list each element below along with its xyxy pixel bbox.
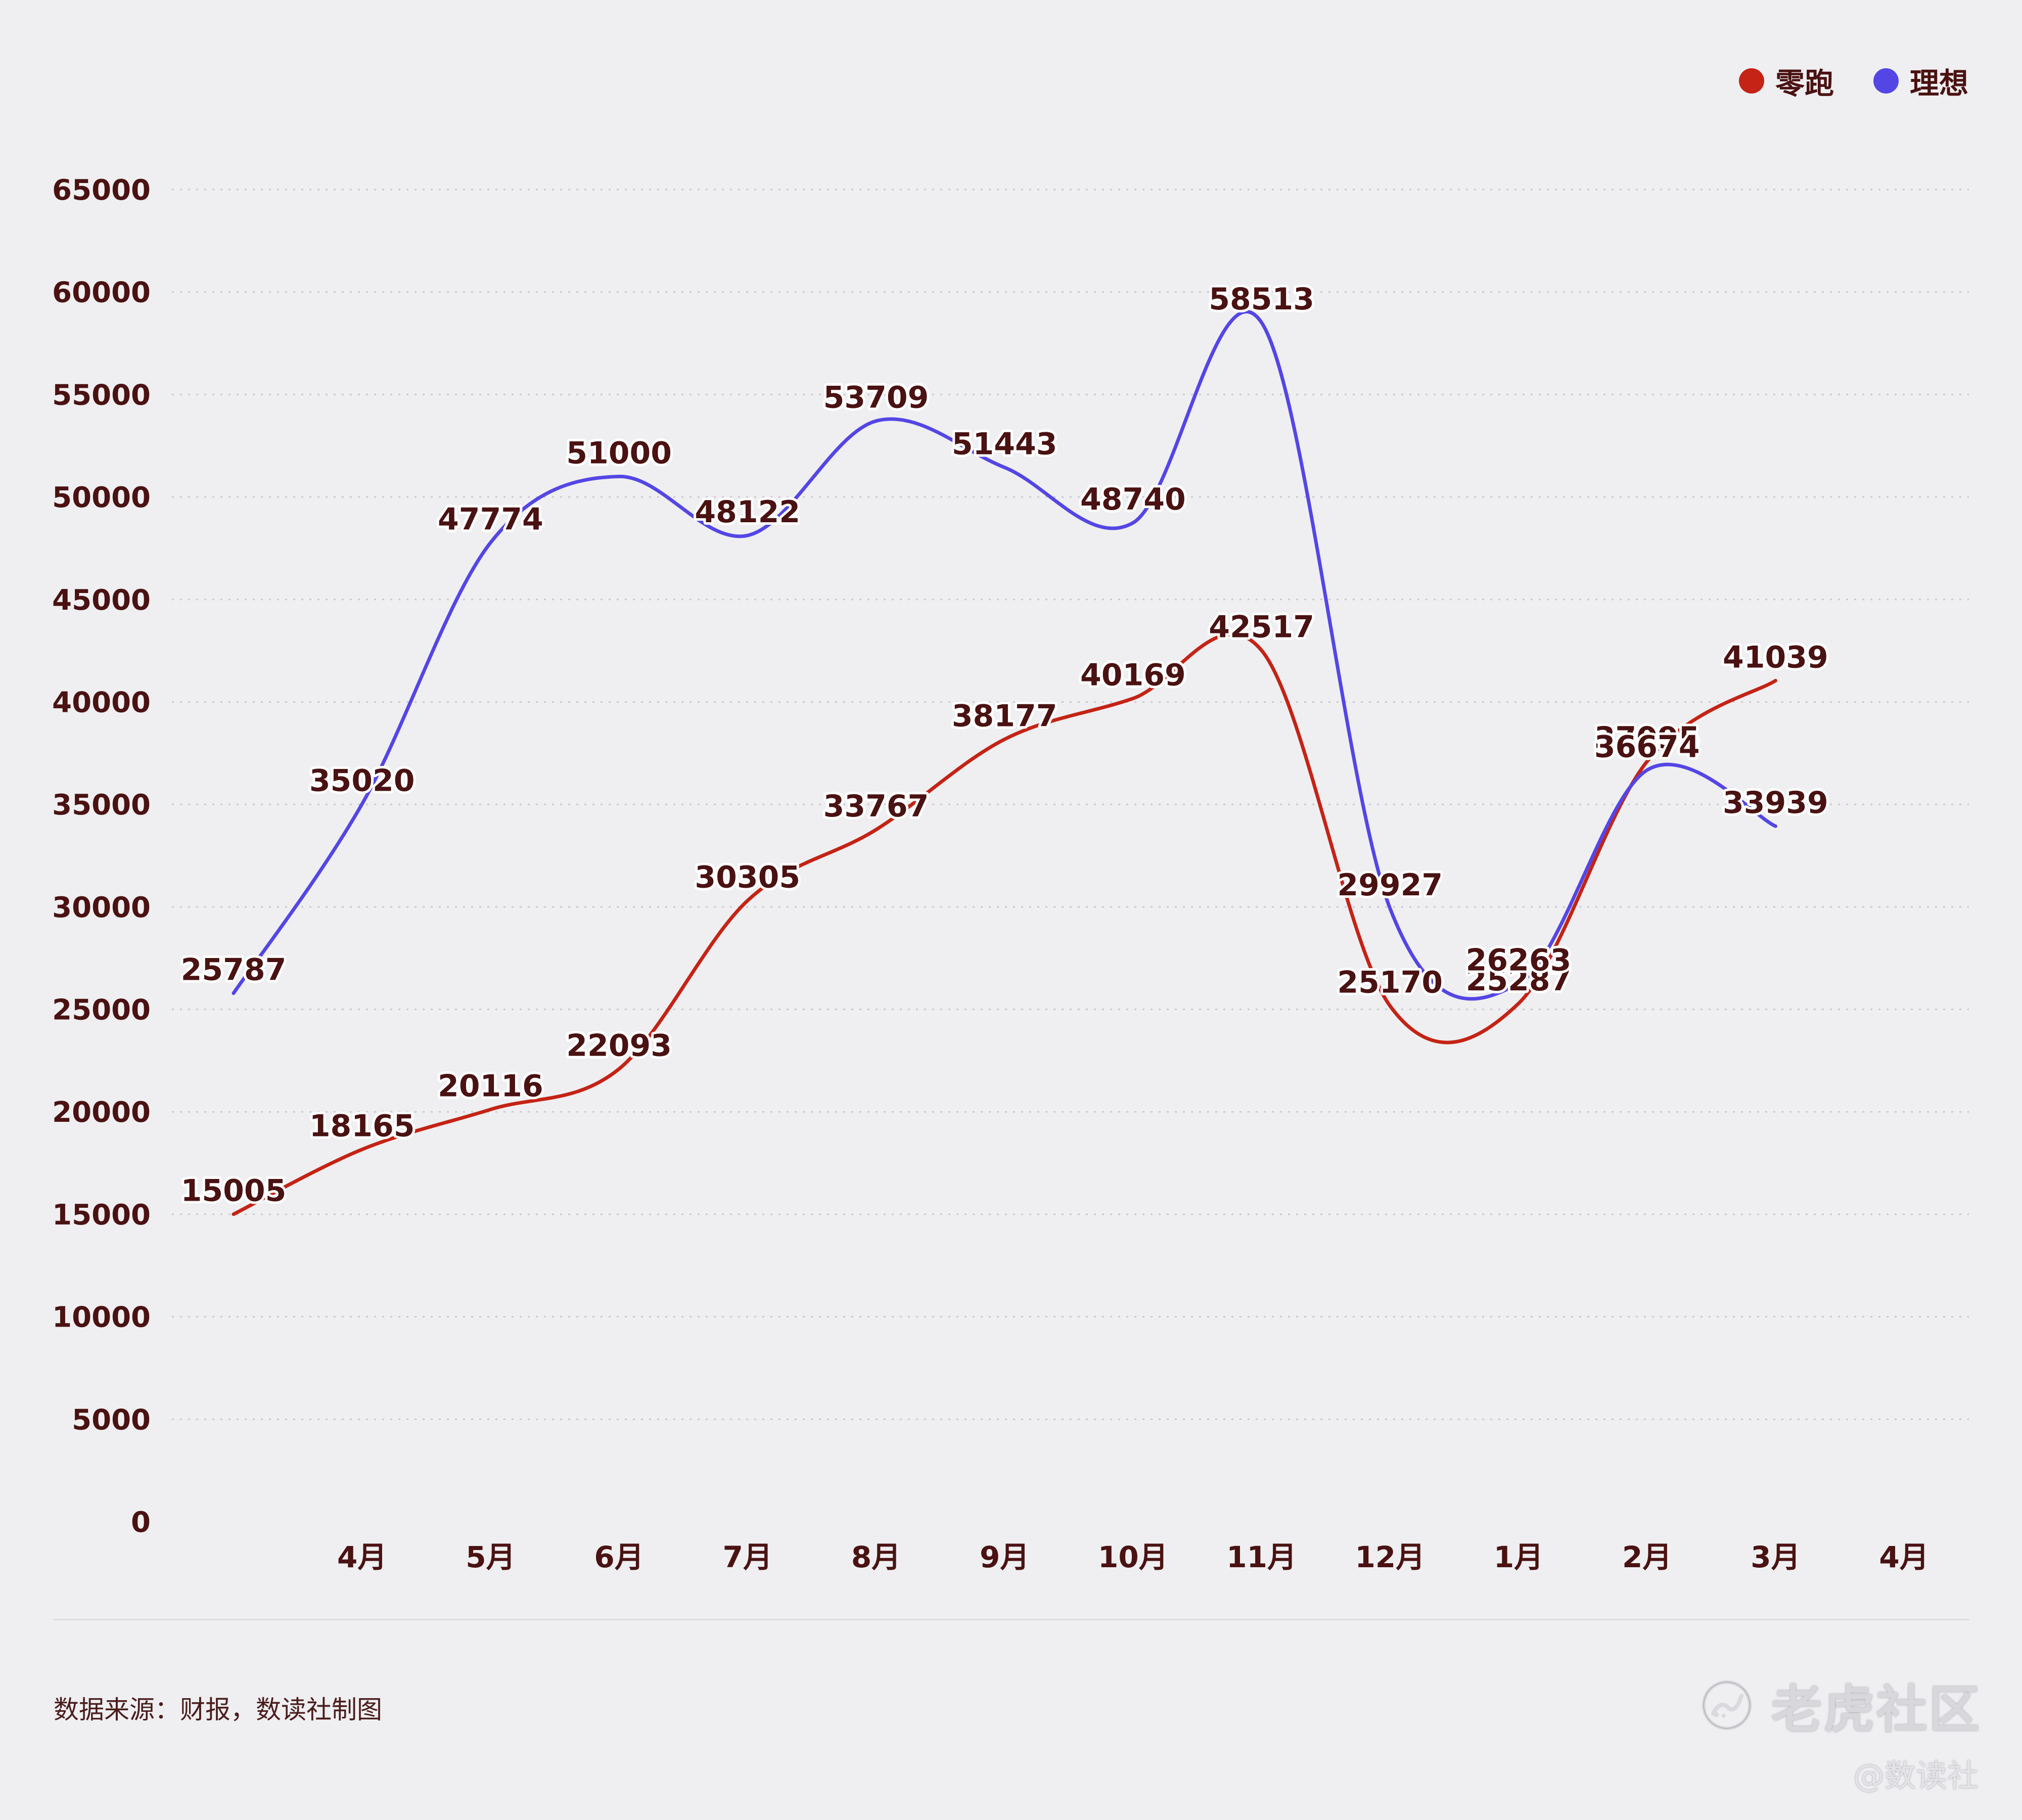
legend-label-lingpao: 零跑 [1775,66,1834,101]
x-tick-label: 11月 [1226,1540,1297,1574]
y-tick-label: 10000 [52,1301,151,1334]
y-tick-label: 45000 [52,584,151,617]
data-label: 20116 [438,1069,543,1104]
y-axis: 0 5000 10000 15000 20000 25000 30000 35000 40000… [52,174,151,1539]
data-label: 26263 [1466,942,1572,978]
y-tick-label: 55000 [52,379,151,412]
legend-item-lixiang[interactable]: 理想 [1873,60,1968,102]
x-tick-label: 7月 [723,1540,772,1574]
legend: 零跑 理想 [1738,60,1968,102]
legend-label-lixiang: 理想 [1909,66,1968,101]
data-label: 48122 [695,494,800,530]
data-label: 35020 [309,763,415,798]
tiger-community-logo-icon [1702,1680,1752,1730]
footer-divider [54,1619,1969,1620]
data-label: 48740 [1080,482,1186,517]
data-label: 37095 [1594,720,1700,756]
watermark: 老虎社区 [1701,1668,1982,1742]
y-tick-label: 40000 [52,686,151,719]
data-label: 53709 [823,380,929,416]
x-tick-label: 4月 [337,1540,387,1574]
data-label: 33767 [823,789,929,824]
legend-swatch-lingpao [1738,68,1764,94]
x-tick-label: 5月 [466,1540,515,1574]
y-tick-label: 35000 [52,789,151,822]
data-label: 41039 [1723,640,1828,675]
legend-swatch-lixiang [1873,68,1899,94]
data-label: 33939 [1723,785,1828,821]
x-tick-label: 1月 [1494,1540,1543,1574]
data-label: 51000 [566,436,672,471]
watermark-handle: @数读社 [1853,1757,1979,1794]
x-tick-label: 12月 [1355,1540,1425,1574]
data-label: 29927 [1337,868,1443,903]
series-lingpao [232,632,1777,1216]
y-tick-label: 15000 [52,1199,151,1232]
y-tick-label: 20000 [52,1096,151,1129]
data-label: 25787 [181,952,287,988]
data-label: 51443 [952,427,1058,462]
y-tick-label: 0 [131,1506,151,1539]
data-label: 40169 [1080,658,1186,693]
data-labels-lingpao: 15005 18165 20116 22093 30305 33767 38177 40169… [178,607,1831,1211]
data-label: 38177 [952,698,1058,734]
x-tick-label: 4月 [1879,1540,1928,1574]
data-label: 25287 [1466,963,1572,998]
y-tick-label: 25000 [52,994,151,1027]
data-source-note: 数据来源：财报，数读社制图 [54,1695,382,1724]
x-tick-label: 3月 [1751,1540,1800,1574]
x-tick-label: 10月 [1098,1540,1168,1574]
data-labels-lixiang: 25787 35020 47774 51000 48122 53709 51443 48740… [178,279,1831,990]
y-tick-label: 30000 [52,891,151,924]
data-label: 22093 [566,1028,672,1063]
series-lixiang [232,310,1777,1001]
data-label: 30305 [695,859,800,895]
series-line [232,310,1777,1001]
y-tick-label: 5000 [72,1403,151,1436]
data-label: 18165 [309,1109,415,1144]
data-label: 42517 [1209,609,1314,645]
y-gridlines [172,189,1969,1420]
x-axis: 4月 5月 6月 7月 8月 9月 10月 11月 12月 1月 2月 3月 4月 [337,1540,1929,1574]
y-tick-label: 60000 [52,277,151,309]
x-tick-label: 8月 [851,1540,901,1574]
x-tick-label: 9月 [980,1540,1029,1574]
data-label: 15005 [181,1173,287,1209]
y-tick-label: 50000 [52,481,151,514]
y-tick-label: 65000 [52,174,151,207]
x-tick-label: 6月 [594,1540,644,1574]
series-line [232,632,1777,1216]
x-tick-label: 2月 [1622,1540,1672,1574]
data-label: 58513 [1209,282,1314,317]
watermark-brand: 老虎社区 [1771,1680,1982,1739]
data-label: 47774 [438,502,543,537]
legend-item-lingpao[interactable]: 零跑 [1738,60,1834,102]
data-label: 25170 [1337,965,1443,1000]
data-label: 36674 [1594,729,1700,764]
